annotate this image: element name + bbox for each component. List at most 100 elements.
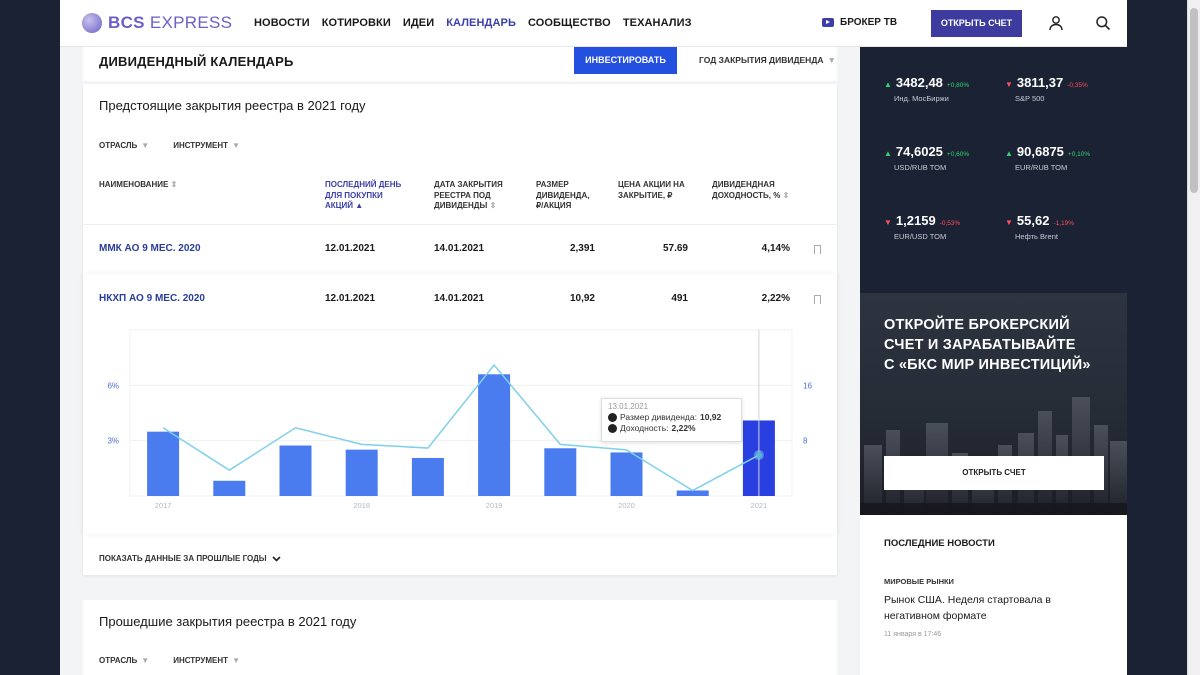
nav-news[interactable]: НОВОСТИ — [254, 17, 310, 29]
dividend-history-chart[interactable]: 3% 6% 8 16 2017 2018 2019 2020 2021 — [83, 324, 837, 524]
quotes-panel: ▲ 3482,48 +0,80% Инд. МосБиржи ▼ 3811,37 -0,… — [860, 47, 1127, 293]
latest-news-panel: ПОСЛЕДНИЕ НОВОСТИ МИРОВЫЕ РЫНКИ Рынок СШ… — [860, 515, 1127, 675]
chevron-down-icon — [272, 555, 281, 562]
arrow-icon: ▲ — [884, 149, 892, 158]
arrow-icon: ▲ — [884, 80, 892, 89]
tooltip-date: 13.01.2021 — [608, 402, 649, 411]
main-nav: НОВОСТИ КОТИРОВКИ ИДЕИ КАЛЕНДАРЬ СООБЩЕС… — [254, 17, 692, 29]
quote-moex[interactable]: ▲ 3482,48 +0,80% Инд. МосБиржи — [884, 75, 970, 103]
right-axis-tick: 16 — [803, 381, 812, 390]
arrow-icon: ▼ — [884, 218, 892, 227]
play-icon — [822, 18, 834, 27]
bcs-express-logo[interactable]: BCS EXPRESS — [82, 13, 232, 33]
bar — [544, 448, 577, 496]
arrow-icon: ▲ — [1005, 149, 1013, 158]
row-close-date: 14.01.2021 — [434, 293, 485, 304]
row-price: 491 — [671, 293, 688, 304]
quote-eurusd[interactable]: ▼ 1,2159 -0,53% EUR/USD TOM — [884, 213, 961, 241]
col-yield[interactable]: ДИВИДЕНДНАЯ ДОХОДНОСТЬ, % ⇕ — [712, 180, 790, 200]
x-axis-tick: 2021 — [751, 501, 768, 510]
upcoming-filters: ОТРАСЛЬ ▼ ИНСТРУМЕНТ ▼ — [99, 141, 240, 150]
nav-tech-analysis[interactable]: ТЕХАНАЛИЗ — [622, 17, 692, 29]
upcoming-dividends-card: Предстоящие закрытия реестра в 2021 году… — [83, 84, 837, 575]
industry-filter[interactable]: ОТРАСЛЬ ▼ — [99, 656, 150, 665]
col-price[interactable]: ЦЕНА АКЦИИ НА ЗАКРЫТИЕ, ₽ — [618, 180, 685, 200]
quote-brent[interactable]: ▼ 55,62 -1,19% Нефть Brent — [1005, 213, 1075, 241]
instrument-filter[interactable]: ИНСТРУМЕНТ ▼ — [173, 656, 240, 665]
past-title: Прошедшие закрытия реестра в 2021 году — [99, 614, 357, 629]
bookmark-icon[interactable] — [814, 295, 821, 307]
chevron-down-icon: ▼ — [827, 55, 836, 65]
point-highlighted — [755, 452, 762, 459]
left-gutter — [0, 0, 60, 675]
row-price: 57.69 — [662, 243, 688, 254]
right-gutter — [1127, 0, 1187, 675]
quote-sp500[interactable]: ▼ 3811,37 -0,35% S&P 500 — [1005, 75, 1088, 103]
arrow-icon: ▼ — [1005, 80, 1013, 89]
nav-ideas[interactable]: ИДЕИ — [402, 17, 435, 29]
bar — [345, 449, 378, 496]
sort-icon: ⇕ — [782, 190, 790, 200]
scrollbar[interactable] — [1187, 0, 1200, 675]
chart-tooltip: 13.01.2021 Размер дивиденда: 10,92 Доход… — [601, 398, 742, 442]
page-title-bar: ДИВИДЕНДНЫЙ КАЛЕНДАРЬ ИНВЕСТИРОВАТЬ ГОД … — [83, 47, 837, 81]
invest-button[interactable]: ИНВЕСТИРОВАТЬ — [574, 47, 677, 74]
left-axis-tick: 3% — [107, 437, 119, 446]
plot-area — [129, 329, 793, 497]
col-name[interactable]: НАИМЕНОВАНИЕ ⇕ — [99, 180, 178, 189]
dot-icon — [608, 412, 617, 422]
nav-community[interactable]: СООБЩЕСТВО — [527, 17, 611, 29]
row-last-day: 12.01.2021 — [325, 243, 376, 254]
promo-text: ОТКРОЙТЕ БРОКЕРСКИЙ СЧЕТ И ЗАРАБАТЫВАЙТЕ… — [884, 317, 1091, 373]
news-timestamp: 11 января в 17:46 — [884, 631, 942, 638]
col-dividend[interactable]: РАЗМЕР ДИВИДЕНДА, ₽/АКЦИЯ — [536, 180, 590, 210]
search-icon[interactable] — [1095, 15, 1111, 31]
promo-open-account-button[interactable]: ОТКРЫТЬ СЧЕТ — [884, 456, 1104, 490]
yield-line — [162, 363, 760, 492]
x-axis-tick: 2017 — [155, 501, 172, 510]
past-filters: ОТРАСЛЬ ▼ ИНСТРУМЕНТ ▼ — [99, 656, 240, 665]
row-yield: 2,22% — [761, 293, 790, 304]
right-axis-tick: 8 — [803, 437, 808, 446]
bar — [147, 431, 180, 496]
arrow-icon: ▼ — [1005, 218, 1013, 227]
row-dividend: 10,92 — [569, 293, 595, 304]
nav-quotes[interactable]: КОТИРОВКИ — [321, 17, 391, 29]
x-axis-tick: 2019 — [486, 501, 503, 510]
row-name[interactable]: ММК АО 9 МЕС. 2020 — [99, 243, 201, 254]
tooltip-dividend: 10,92 — [699, 412, 722, 422]
user-icon[interactable] — [1048, 15, 1064, 31]
logo-mark-icon — [82, 13, 102, 33]
col-last-day[interactable]: ПОСЛЕДНИЙ ДЕНЬ ДЛЯ ПОКУПКИ АКЦИЙ ▲ — [325, 180, 402, 210]
quote-eurrub[interactable]: ▲ 90,6875 +0,10% EUR/RUB TOM — [1005, 144, 1091, 172]
show-past-years-button[interactable]: ПОКАЗАТЬ ДАННЫЕ ЗА ПРОШЛЫЕ ГОДЫ — [99, 554, 281, 563]
dividend-year-filter[interactable]: ГОД ЗАКРЫТИЯ ДИВИДЕНДА ▼ — [699, 55, 836, 65]
bar — [478, 374, 511, 496]
col-close-date[interactable]: ДАТА ЗАКРЫТИЯ РЕЕСТРА ПОД ДИВИДЕНДЫ ⇕ — [434, 180, 503, 210]
bar — [676, 490, 709, 496]
bar — [279, 445, 312, 496]
city-skyline-image — [860, 397, 1127, 515]
scrollbar-thumb[interactable] — [1190, 8, 1198, 193]
x-axis-tick: 2020 — [618, 501, 635, 510]
page-title: ДИВИДЕНДНЫЙ КАЛЕНДАРЬ — [99, 54, 294, 69]
broker-promo-banner[interactable]: ОТКРОЙТЕ БРОКЕРСКИЙ СЧЕТ И ЗАРАБАТЫВАЙТЕ… — [860, 293, 1127, 515]
news-headline[interactable]: Рынок США. Неделя стартовала в негативно… — [884, 594, 1051, 622]
tooltip-yield: 2,22% — [671, 423, 696, 433]
open-account-button[interactable]: ОТКРЫТЬ СЧЕТ — [931, 10, 1022, 37]
row-name[interactable]: НКХП АО 9 МЕС. 2020 — [99, 293, 205, 304]
industry-filter[interactable]: ОТРАСЛЬ ▼ — [99, 141, 150, 150]
past-dividends-card: Прошедшие закрытия реестра в 2021 году О… — [83, 600, 837, 675]
x-axis-tick: 2018 — [353, 501, 370, 510]
top-header: BCS EXPRESS НОВОСТИ КОТИРОВКИ ИДЕИ КАЛЕН… — [60, 0, 1127, 47]
sort-asc-icon: ▲ — [355, 201, 364, 210]
dot-icon — [608, 423, 617, 433]
news-category[interactable]: МИРОВЫЕ РЫНКИ — [884, 577, 954, 586]
nav-calendar[interactable]: КАЛЕНДАРЬ — [446, 17, 516, 29]
broker-tv-link[interactable]: БРОКЕР ТВ — [822, 17, 897, 28]
quote-usdrub[interactable]: ▲ 74,6025 +0,60% USD/RUB TOM — [884, 144, 970, 172]
instrument-filter[interactable]: ИНСТРУМЕНТ ▼ — [173, 141, 240, 150]
bookmark-icon[interactable] — [814, 245, 821, 257]
row-divider — [83, 224, 837, 225]
news-section-title: ПОСЛЕДНИЕ НОВОСТИ — [884, 538, 995, 549]
